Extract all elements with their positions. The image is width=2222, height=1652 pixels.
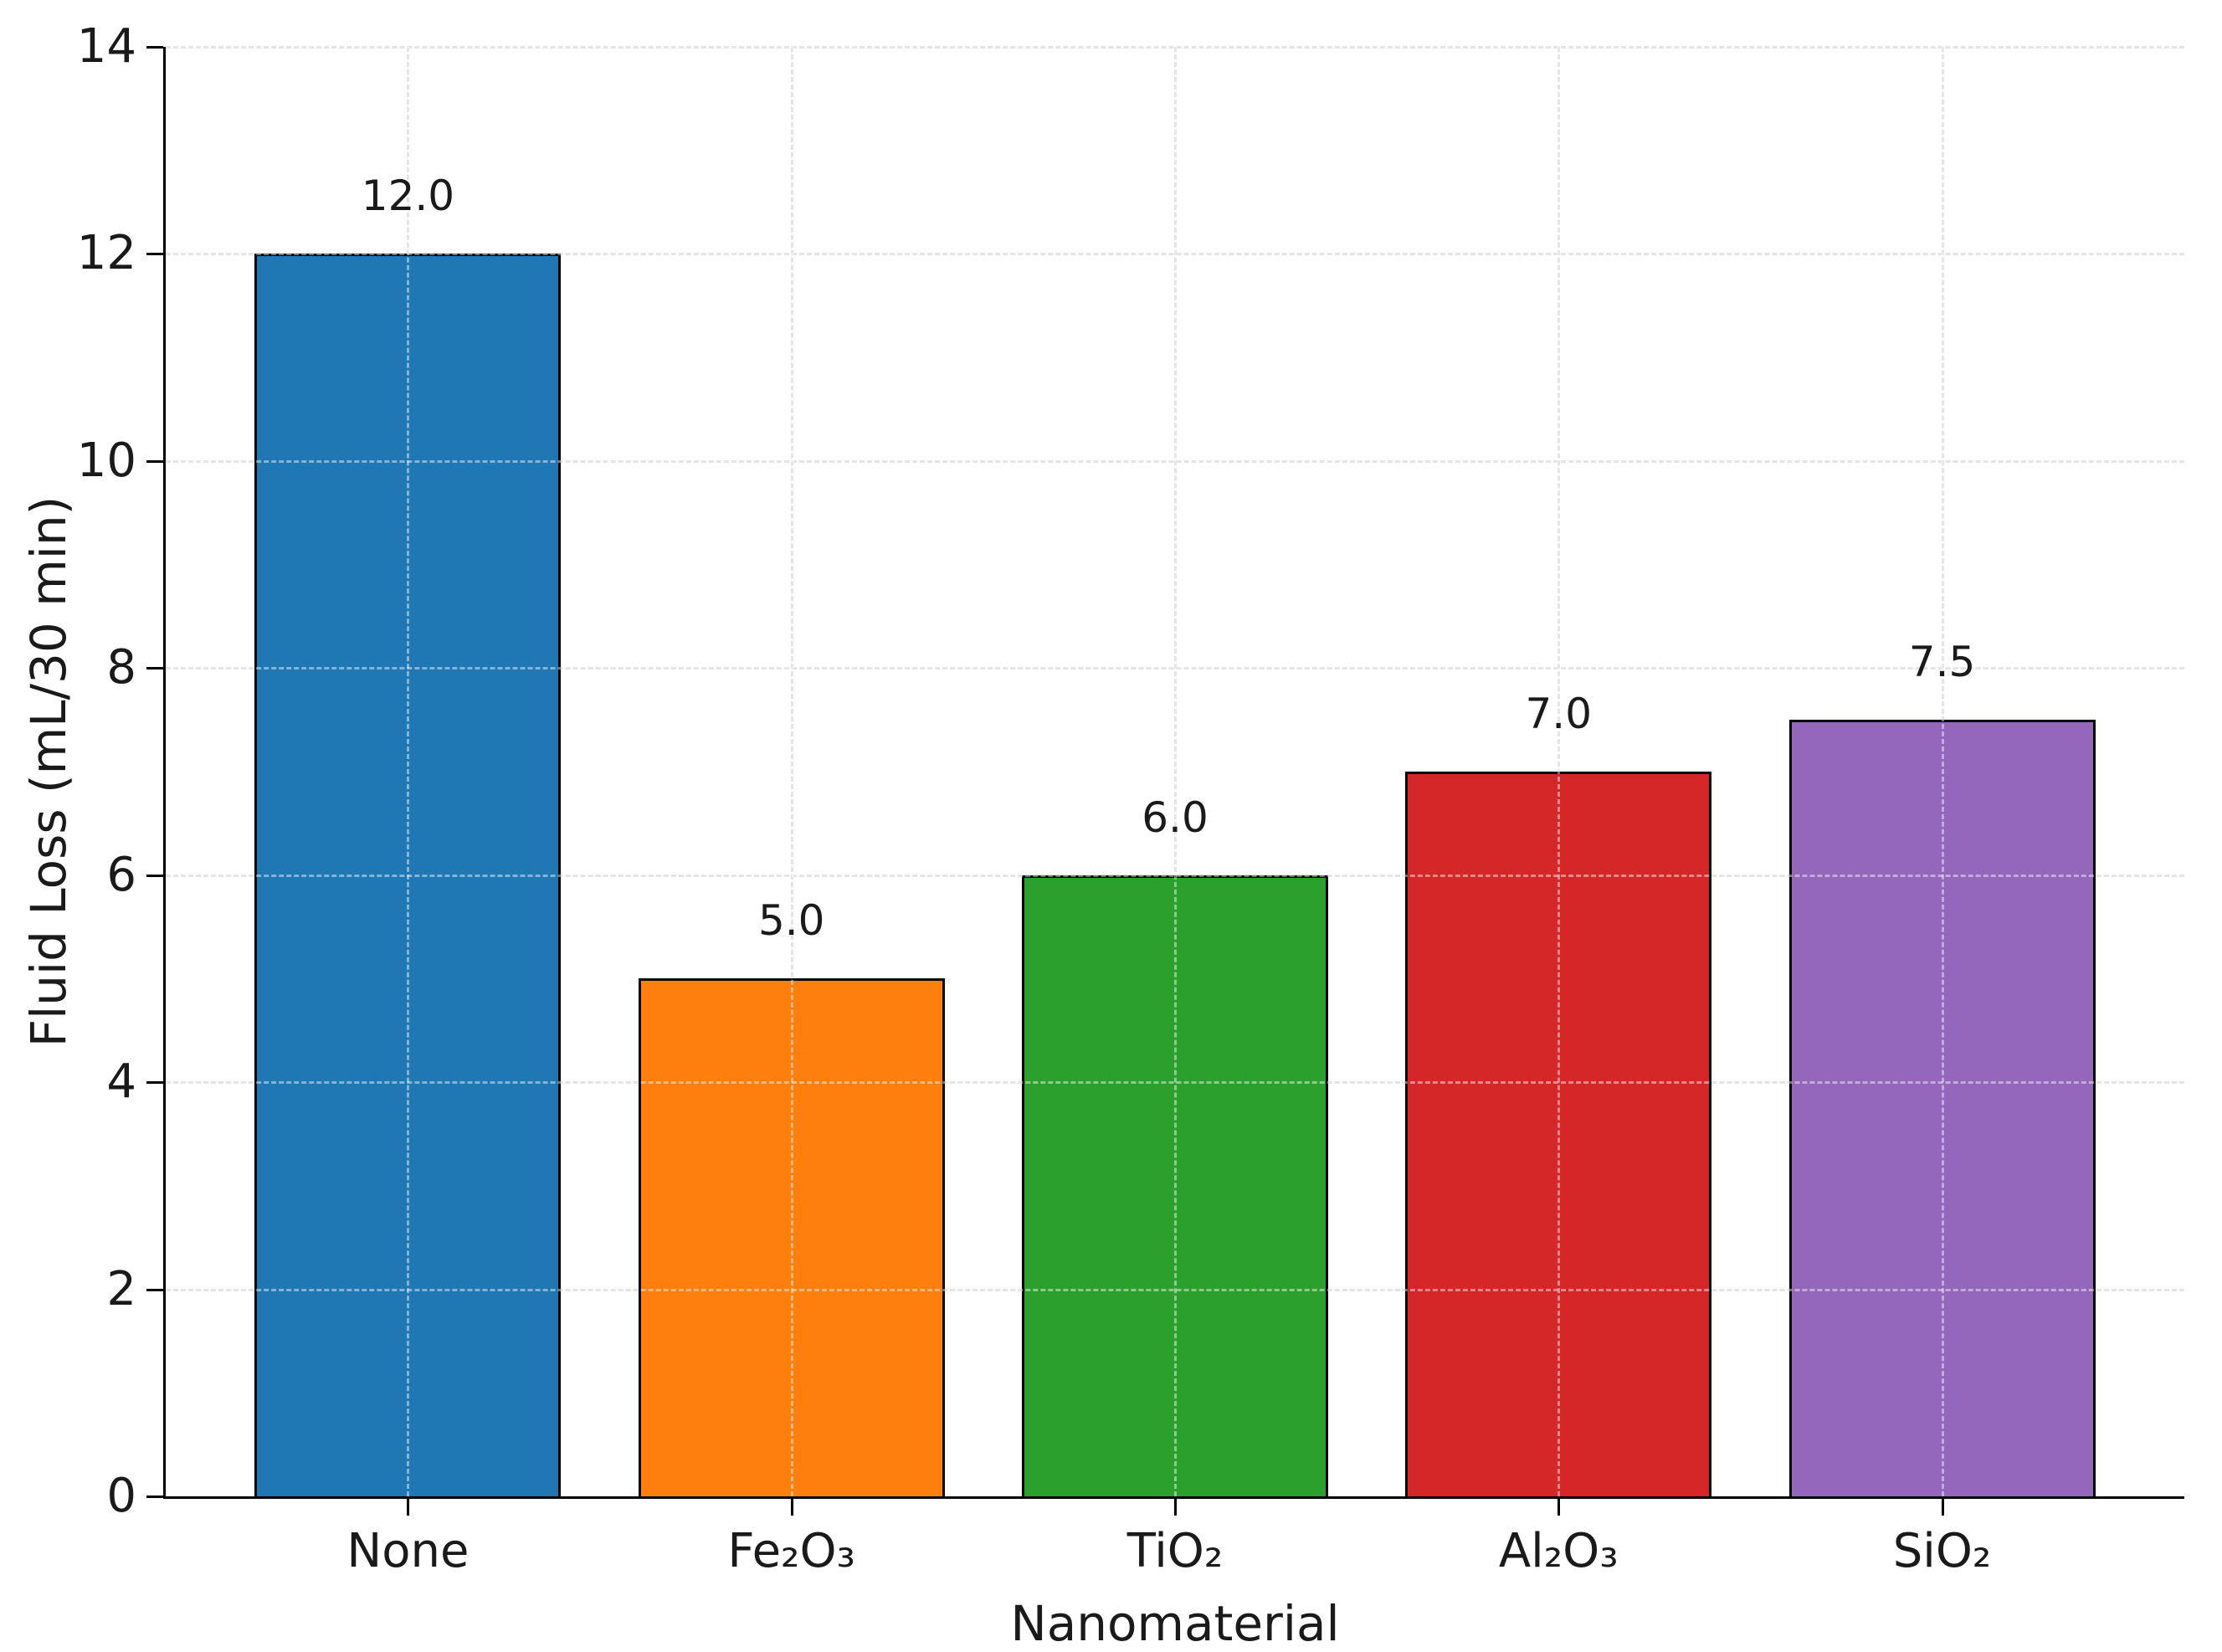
y-tick-label: 0: [106, 1469, 136, 1523]
bar-2: [1022, 875, 1328, 1499]
gridline-h: [166, 46, 2184, 49]
x-tick-mark: [790, 1499, 793, 1516]
x-axis-spine: [163, 1496, 2184, 1499]
bar-3: [1405, 772, 1712, 1499]
gridline-h: [166, 667, 2184, 670]
y-tick-label: 14: [76, 19, 136, 74]
gridline-v: [790, 47, 793, 1496]
bar-value-label: 7.5: [1908, 638, 1976, 687]
y-tick-mark: [146, 1081, 163, 1085]
y-tick-label: 8: [106, 640, 136, 695]
x-tick-mark: [407, 1499, 410, 1516]
x-tick-label: SiO₂: [1892, 1524, 1992, 1578]
bar-value-label: 5.0: [757, 896, 825, 946]
y-tick-label: 10: [76, 433, 136, 488]
y-axis-title: Fluid Loss (mL/30 min): [20, 495, 77, 1048]
y-tick-label: 4: [106, 1054, 136, 1110]
bar-value-label: 12.0: [361, 172, 455, 221]
x-tick-label: None: [346, 1524, 470, 1578]
bar-4: [1788, 720, 2096, 1499]
y-tick-label: 6: [106, 847, 136, 902]
bar-0: [254, 254, 562, 1499]
plot-area: [163, 46, 2184, 1499]
gridline-v: [407, 47, 410, 1496]
y-tick-label: 2: [106, 1261, 136, 1316]
y-tick-mark: [146, 46, 163, 49]
y-tick-mark: [146, 253, 163, 256]
x-tick-mark: [1174, 1499, 1177, 1516]
bar-1: [638, 978, 945, 1499]
x-tick-label: TiO₂: [1126, 1524, 1224, 1578]
y-tick-label: 12: [76, 226, 136, 281]
gridline-h: [166, 1288, 2184, 1291]
x-tick-mark: [1557, 1499, 1561, 1516]
gridline-v: [1174, 47, 1177, 1496]
y-tick-mark: [146, 1288, 163, 1291]
y-tick-mark: [146, 459, 163, 463]
x-tick-label: Fe₂O₃: [727, 1524, 855, 1578]
x-axis-title: Nanomaterial: [1010, 1595, 1340, 1652]
bar-value-label: 6.0: [1142, 793, 1209, 842]
y-tick-mark: [146, 1496, 163, 1498]
x-tick-label: Al₂O₃: [1498, 1524, 1619, 1578]
gridline-h: [166, 1081, 2184, 1085]
gridline-v: [1174, 47, 1177, 1496]
gridline-h: [166, 253, 2184, 256]
y-tick-mark: [146, 874, 163, 877]
gridline-h: [166, 874, 2184, 877]
gridline-v: [1941, 47, 1944, 1496]
x-tick-mark: [1941, 1499, 1944, 1516]
y-axis-spine: [163, 47, 166, 1499]
gridline-v: [790, 47, 793, 1496]
bar-value-label: 7.0: [1525, 690, 1593, 738]
gridline-h: [166, 459, 2184, 463]
gridline-v: [1557, 47, 1561, 1496]
y-tick-mark: [146, 667, 163, 670]
